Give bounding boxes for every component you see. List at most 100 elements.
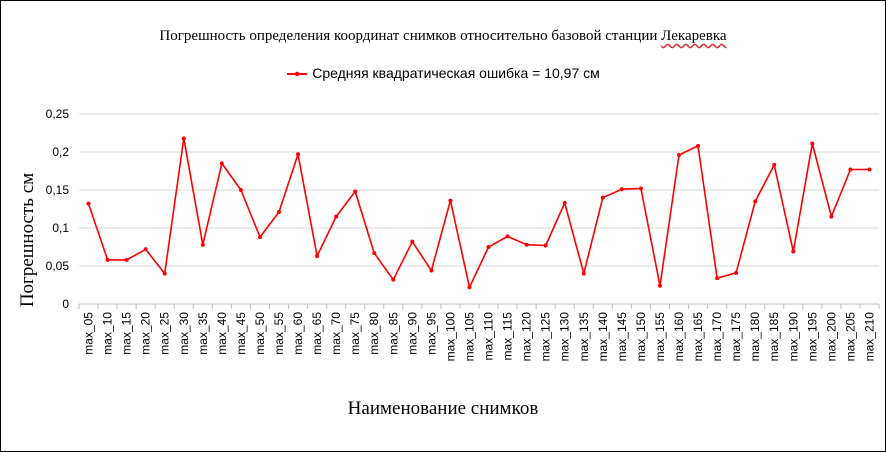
- x-tick-label: max_145: [615, 312, 629, 362]
- data-point: [391, 277, 396, 282]
- x-tick-label: max_165: [691, 312, 705, 362]
- x-tick-label: max_65: [310, 312, 324, 355]
- data-point: [219, 161, 224, 166]
- x-tick-label: max_115: [501, 312, 515, 361]
- x-tick-label: max_160: [672, 312, 686, 362]
- x-tick-label: max_90: [405, 312, 419, 355]
- x-tick-label: max_135: [577, 312, 591, 362]
- data-point: [353, 189, 358, 194]
- data-point: [772, 162, 777, 167]
- data-point: [848, 167, 853, 172]
- x-tick-label: max_50: [253, 312, 267, 355]
- x-tick-label: max_210: [862, 312, 876, 362]
- x-tick-label: max_45: [234, 312, 248, 355]
- x-tick-label: max_20: [139, 312, 153, 355]
- x-tick-label: max_75: [348, 312, 362, 355]
- data-point: [829, 214, 834, 219]
- x-tick-label: max_10: [101, 312, 115, 355]
- y-tick-label: 0,25: [46, 107, 70, 121]
- data-point: [486, 245, 491, 249]
- data-point: [334, 214, 339, 219]
- data-point: [619, 187, 624, 192]
- data-point: [581, 271, 586, 276]
- data-point: [105, 257, 110, 262]
- y-tick-label: 0,2: [52, 145, 69, 159]
- data-point: [124, 257, 129, 262]
- x-tick-label: max_60: [291, 312, 305, 355]
- chart-title: Погрешность определения координат снимко…: [0, 28, 886, 45]
- chart-legend: Средняя квадратическая ошибка = 10,97 см: [0, 65, 886, 81]
- x-tick-label: max_200: [824, 312, 838, 362]
- chart-title-main: Погрешность определения координат снимко…: [159, 28, 662, 44]
- x-tick-label: max_170: [710, 312, 724, 362]
- data-point: [410, 239, 415, 244]
- data-point: [86, 201, 91, 206]
- data-point: [315, 254, 320, 259]
- x-tick-label: max_05: [82, 312, 96, 355]
- data-point: [162, 271, 167, 276]
- x-tick-label: max_110: [482, 312, 496, 361]
- data-point: [791, 249, 796, 254]
- data-point: [677, 153, 681, 158]
- x-tick-label: max_180: [748, 312, 762, 362]
- x-tick-label: max_130: [558, 312, 572, 362]
- data-point: [277, 210, 281, 215]
- x-tick-label: max_195: [805, 312, 819, 362]
- x-tick-label: max_40: [215, 312, 229, 355]
- data-point: [867, 167, 872, 172]
- data-point: [638, 186, 643, 191]
- data-point: [657, 283, 662, 288]
- series-line: [87, 137, 870, 289]
- data-point: [448, 198, 453, 203]
- y-axis-label: Погрешность см: [17, 172, 38, 308]
- data-point: [238, 188, 243, 192]
- y-tick-label: 0,1: [52, 221, 69, 235]
- data-point: [296, 152, 301, 157]
- x-tick-label: max_30: [177, 312, 191, 355]
- x-tick-label: max_85: [386, 312, 400, 355]
- x-tick-label: max_95: [424, 312, 438, 355]
- data-point: [562, 200, 567, 205]
- x-tick-label: max_140: [596, 312, 610, 362]
- x-tick-label: max_205: [843, 312, 857, 362]
- data-point: [143, 247, 148, 252]
- x-tick-label: max_25: [158, 312, 172, 355]
- data-point: [600, 195, 605, 200]
- data-point: [200, 242, 205, 247]
- x-tick-label: max_80: [367, 312, 381, 355]
- x-tick-label: max_100: [443, 312, 457, 362]
- data-point: [429, 268, 434, 273]
- data-point: [696, 143, 701, 148]
- x-tick-label: max_125: [539, 312, 553, 362]
- data-point: [505, 234, 510, 239]
- y-tick-label: 0: [62, 297, 69, 311]
- x-tick-label: max_55: [272, 312, 286, 355]
- legend-line-marker-icon: [287, 72, 308, 77]
- x-tick-label: max_150: [634, 312, 648, 362]
- x-tick-label: max_70: [329, 312, 343, 355]
- data-point: [753, 199, 758, 204]
- data-point: [372, 251, 377, 256]
- x-tick-label: max_155: [653, 312, 667, 362]
- data-point: [257, 235, 262, 240]
- x-tick-label: max_190: [786, 312, 800, 362]
- x-tick-label: max_15: [120, 312, 134, 355]
- data-point: [543, 243, 548, 248]
- x-tick-label: max_185: [767, 312, 781, 362]
- data-point: [715, 276, 720, 281]
- x-tick-label: max_105: [462, 312, 476, 362]
- chart-title-place: Лекаревка: [661, 28, 727, 44]
- data-point: [734, 270, 739, 275]
- data-point: [467, 285, 472, 290]
- x-tick-label: max_35: [196, 312, 210, 355]
- y-tick-label: 0,05: [46, 259, 70, 273]
- y-tick-label: 0,15: [46, 183, 70, 197]
- x-tick-label: max_175: [729, 312, 743, 362]
- data-point: [181, 136, 186, 141]
- legend-entry: Средняя квадратическая ошибка = 10,97 см: [312, 65, 600, 81]
- x-tick-label: max_120: [520, 312, 534, 362]
- x-axis-label: Наименование снимков: [347, 398, 539, 419]
- data-point: [524, 242, 529, 247]
- data-point: [810, 141, 815, 146]
